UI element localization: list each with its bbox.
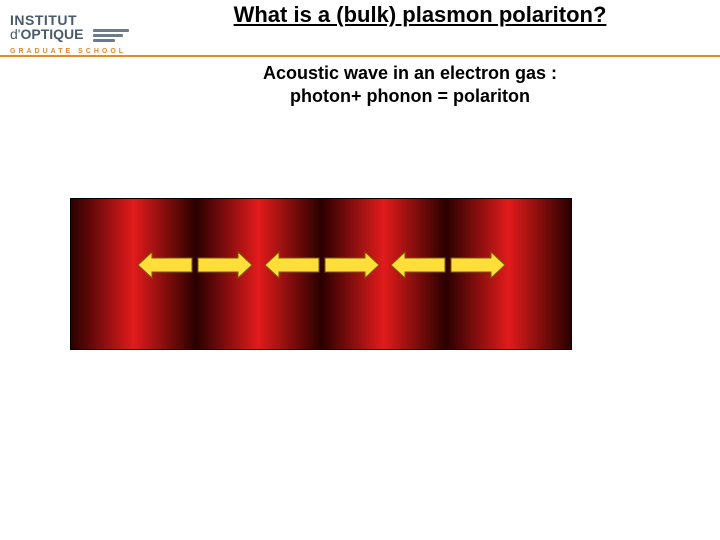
logo-bar — [93, 29, 129, 32]
logo-bar — [93, 34, 123, 37]
logo-line2b: OPTIQUE — [20, 26, 83, 42]
logo-line2: d'OPTIQUE — [10, 26, 150, 44]
slide: INSTITUT d'OPTIQUE GRADUATE SCHOOL What … — [0, 0, 720, 540]
logo-line2a: d' — [10, 26, 20, 42]
subtitle-line1: Acoustic wave in an electron gas : — [263, 63, 557, 83]
logo: INSTITUT d'OPTIQUE GRADUATE SCHOOL — [10, 12, 150, 55]
slide-title: What is a (bulk) plasmon polariton? — [160, 2, 680, 28]
slide-subtitle: Acoustic wave in an electron gas : photo… — [160, 62, 660, 107]
separator — [0, 55, 720, 57]
wave-diagram — [70, 198, 572, 350]
subtitle-line2: photon+ phonon = polariton — [290, 86, 530, 106]
logo-bars-icon — [93, 27, 129, 44]
logo-line3: GRADUATE SCHOOL — [10, 48, 150, 55]
wave-gradient — [71, 199, 571, 349]
logo-bar — [93, 39, 115, 42]
